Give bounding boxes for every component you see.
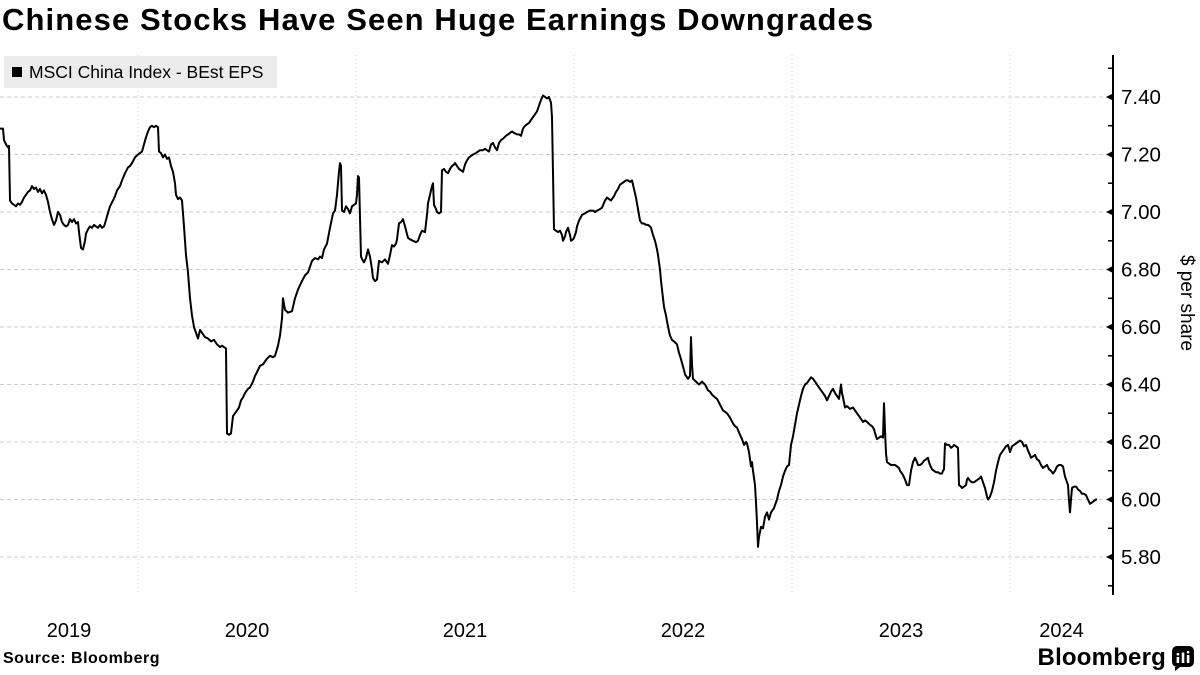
y-axis-title: $ per share (1176, 255, 1197, 351)
y-axis-tick-label: 5.80 (1121, 546, 1161, 569)
bloomberg-logo: Bloomberg (1038, 644, 1194, 672)
y-axis-major-tick (1106, 496, 1113, 503)
x-axis-tick-label: 2019 (47, 620, 92, 642)
x-axis-tick-label: 2022 (661, 620, 706, 642)
x-axis-tick-label: 2023 (879, 620, 924, 642)
y-axis-tick-label: 7.00 (1121, 201, 1161, 224)
series-line (0, 94, 1097, 548)
y-axis-tick-label: 6.60 (1121, 316, 1161, 339)
x-axis-tick-label: 2021 (443, 620, 488, 642)
y-axis-major-tick (1106, 208, 1113, 216)
x-axis-tick-label: 2024 (1039, 620, 1084, 642)
y-axis-major-tick (1106, 323, 1113, 331)
legend-label: MSCI China Index - BEst EPS (29, 61, 264, 82)
source-note: Source: Bloomberg (3, 650, 160, 667)
y-axis-tick-label: 7.20 (1121, 144, 1161, 167)
y-axis-tick-label: 7.40 (1121, 86, 1161, 109)
y-axis-major-tick (1106, 553, 1113, 561)
y-axis-tick-label: 6.20 (1121, 431, 1161, 454)
y-axis-major-tick (1106, 438, 1113, 446)
y-axis-major-tick (1106, 381, 1113, 388)
bloomberg-wordmark: Bloomberg (1037, 644, 1166, 671)
chart-title: Chinese Stocks Have Seen Huge Earnings D… (2, 2, 875, 37)
legend: MSCI China Index - BEst EPS (4, 56, 278, 88)
legend-swatch-icon (12, 67, 22, 77)
y-axis-tick-label: 6.80 (1121, 259, 1161, 282)
x-axis-tick-label: 2020 (225, 620, 270, 642)
y-axis-tick-label: 6.40 (1121, 374, 1161, 397)
y-axis-major-tick (1106, 93, 1113, 101)
y-axis-tick-label: 6.00 (1121, 489, 1161, 512)
y-axis-major-tick (1106, 266, 1113, 273)
bloomberg-bars-icon (1172, 645, 1194, 671)
y-axis-major-tick (1106, 151, 1113, 158)
